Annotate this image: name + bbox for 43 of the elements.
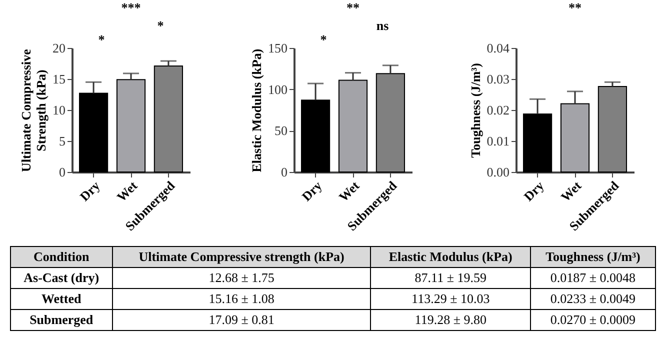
text: 0.0187 ± 0.0048: [530, 268, 656, 288]
y-tick-label: 0.00: [486, 164, 510, 180]
text: 12.68 ± 1.75: [112, 268, 371, 288]
y-tick-label: 50: [274, 123, 288, 138]
text: **: [346, 0, 360, 16]
text: 15.16 ± 1.08: [112, 288, 371, 310]
y-tick-label: 0: [59, 164, 66, 180]
text: *: [98, 32, 105, 48]
x-tick-label: Dry: [298, 178, 326, 204]
text: ***: [121, 0, 141, 16]
y-tick-label: 150: [268, 40, 288, 56]
text: Wetted: [10, 288, 112, 310]
text: 0.0233 ± 0.0049: [530, 288, 656, 310]
text: Submerged: [10, 310, 112, 330]
text: As-Cast (dry): [10, 268, 112, 288]
text: 113.29 ± 10.03: [370, 288, 530, 310]
y-tick-label: 0.03: [486, 72, 510, 86]
y-axis-title: Toughness (J/m³): [468, 63, 483, 158]
y-axis-title: Elastic Modulus (kPa): [249, 48, 264, 172]
category-label: Elastic Modulus (kPa): [370, 246, 530, 268]
y-tick-label: 15: [52, 72, 66, 86]
x-tick-label: Dry: [76, 178, 104, 204]
y-tick-label: 10: [52, 102, 66, 118]
text: 17.09 ± 0.81: [112, 310, 371, 330]
text: 0.0270 ± 0.0009: [530, 310, 656, 330]
y-tick-label: 20: [52, 40, 66, 56]
text: *: [320, 32, 327, 48]
y-tick-label: 0: [281, 164, 288, 180]
y-tick-label: 0.01: [486, 134, 510, 148]
text: 87.11 ± 19.59: [370, 268, 530, 288]
y-tick-label: 0.04: [486, 40, 510, 56]
x-tick-label: Dry: [520, 178, 548, 204]
category-label: Condition: [10, 246, 112, 268]
text: *: [157, 18, 164, 34]
y-tick-label: 0.02: [486, 102, 510, 118]
y-tick-label: 100: [268, 82, 288, 97]
text: **: [568, 0, 582, 16]
y-axis-title: Ultimate Compressive Strength (kPa): [18, 48, 48, 172]
category-label: Ultimate Compressive strength (kPa): [112, 246, 371, 268]
text: ns: [376, 18, 389, 34]
y-tick-label: 5: [59, 134, 66, 148]
category-label: Toughness (J/m³): [530, 246, 656, 268]
text: 119.28 ± 9.80: [370, 310, 530, 330]
